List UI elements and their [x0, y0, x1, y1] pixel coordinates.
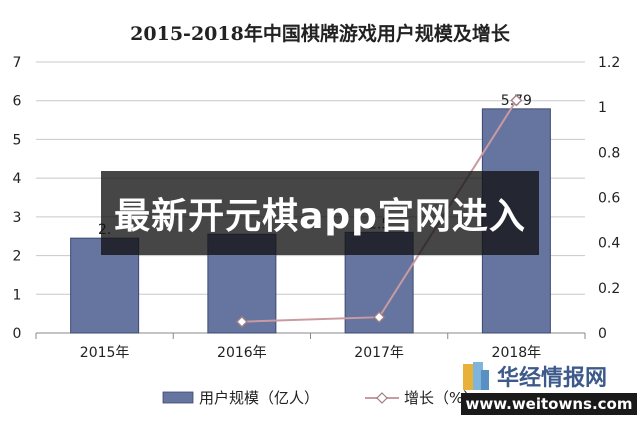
legend-bar-label: 用户规模（亿人） [199, 389, 319, 407]
legend: 用户规模（亿人） 增长（%） [162, 389, 478, 407]
y-right-tick-label: 1 [598, 100, 607, 116]
y-right-tick-label: 0 [598, 326, 607, 342]
x-tick-label: 2015年 [80, 345, 130, 361]
watermark-site-name: 华经情报网 [497, 366, 608, 391]
y-right-tick-label: 0.8 [598, 145, 620, 161]
x-tick-label: 2016年 [217, 345, 267, 361]
legend-bar-swatch [162, 391, 194, 404]
promo-banner: 最新开元棋app官网进入 [101, 171, 539, 255]
growth-point [373, 311, 386, 324]
y-right-tick-label: 0.6 [598, 191, 620, 207]
watermark-url: www.weitowns.com [461, 393, 637, 415]
watermark-logo: 华经情报网 [461, 358, 637, 394]
legend-line-marker-icon [376, 392, 388, 404]
y-left-tick-label: 7 [13, 55, 22, 71]
growth-point [510, 94, 523, 107]
promo-banner-text: 最新开元棋app官网进入 [114, 196, 526, 237]
x-tick-label: 2018年 [492, 345, 542, 361]
y-left-tick-label: 0 [13, 326, 22, 342]
y-left-tick-label: 6 [13, 94, 22, 110]
y-left-tick-label: 2 [13, 249, 22, 265]
y-left-tick-label: 4 [13, 171, 22, 187]
chart-title: 2015-2018年中国棋牌游戏用户规模及增长 [130, 22, 511, 45]
y-right-tick-label: 0.2 [598, 281, 620, 297]
y-right-tick-label: 0.4 [598, 236, 620, 252]
legend-line-label: 增长（%） [404, 389, 478, 407]
growth-point [235, 315, 248, 328]
y-right-tick-label: 1.2 [598, 55, 620, 71]
y-left-tick-label: 5 [13, 132, 22, 148]
axes: 0 1 2 3 4 5 6 7 0 0.2 0.4 0.6 0.8 1 1.2 2015年 2016年 2017年… [13, 55, 621, 361]
y-left-tick-label: 3 [13, 210, 22, 226]
y-left-tick-label: 1 [13, 287, 22, 303]
watermark-logo-icon [461, 360, 491, 392]
x-tick-label: 2017年 [354, 345, 404, 361]
